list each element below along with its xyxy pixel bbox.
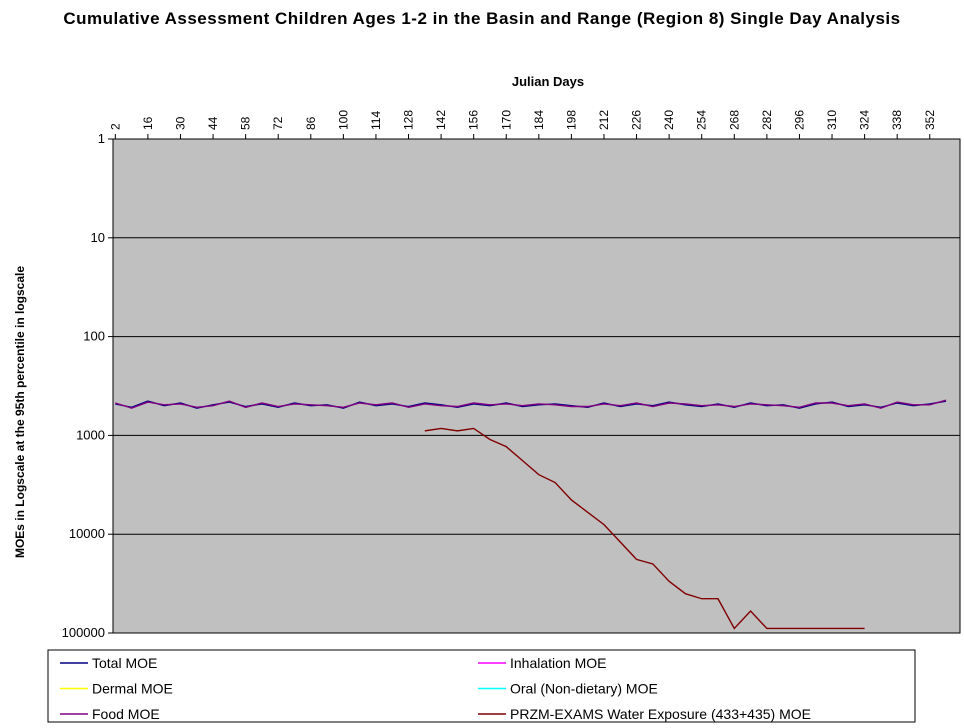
x-tick-label: 352 [923, 110, 937, 130]
y-tick-label: 100 [83, 329, 105, 344]
x-tick-label: 58 [239, 116, 253, 130]
y-tick-label: 100000 [62, 625, 105, 640]
x-tick-label: 226 [630, 110, 644, 130]
x-tick-label: 72 [271, 116, 285, 130]
x-tick-label: 170 [499, 110, 513, 130]
x-tick-label: 2 [108, 123, 122, 130]
x-tick-label: 184 [532, 110, 546, 130]
y-tick-label: 1000 [76, 427, 105, 442]
series-line [424, 427, 865, 630]
x-axis-title: Julian Days [512, 74, 584, 89]
x-tick-label: 128 [402, 110, 416, 130]
legend-label: PRZM-EXAMS Water Exposure (433+435) MOE [510, 706, 811, 722]
x-tick-label: 156 [467, 110, 481, 130]
x-tick-label: 254 [695, 110, 709, 130]
x-tick-label: 240 [662, 110, 676, 130]
x-tick-label: 142 [434, 110, 448, 130]
x-tick-label: 268 [727, 110, 741, 130]
x-tick-label: 198 [564, 110, 578, 130]
x-tick-label: 338 [890, 110, 904, 130]
x-tick-label: 16 [141, 116, 155, 130]
x-tick-label: 310 [825, 110, 839, 130]
x-tick-label: 30 [173, 116, 187, 130]
x-tick-label: 114 [369, 111, 383, 130]
x-tick-label: 212 [597, 110, 611, 130]
x-tick-label: 44 [206, 116, 220, 130]
legend-box [47, 649, 916, 723]
legend-label: Dermal MOE [92, 681, 173, 697]
y-axis-title: MOEs in Logscale at the 95th percentile … [13, 266, 27, 558]
x-tick-label: 324 [858, 110, 872, 130]
y-tick-label: 10000 [69, 526, 105, 541]
chart-title: Cumulative Assessment Children Ages 1-2 … [63, 9, 901, 28]
legend-label: Food MOE [92, 706, 160, 722]
y-tick-label: 10 [91, 230, 105, 245]
x-tick-label: 86 [304, 116, 318, 130]
legend-label: Inhalation MOE [510, 655, 607, 671]
plot-area [112, 138, 961, 634]
x-tick-label: 100 [336, 110, 350, 130]
y-tick-label: 1 [98, 131, 105, 146]
x-tick-label: 282 [760, 110, 774, 130]
x-tick-label: 296 [792, 110, 806, 130]
legend-label: Total MOE [92, 655, 157, 671]
series-line [115, 399, 947, 409]
legend-label: Oral (Non-dietary) MOE [510, 681, 658, 697]
